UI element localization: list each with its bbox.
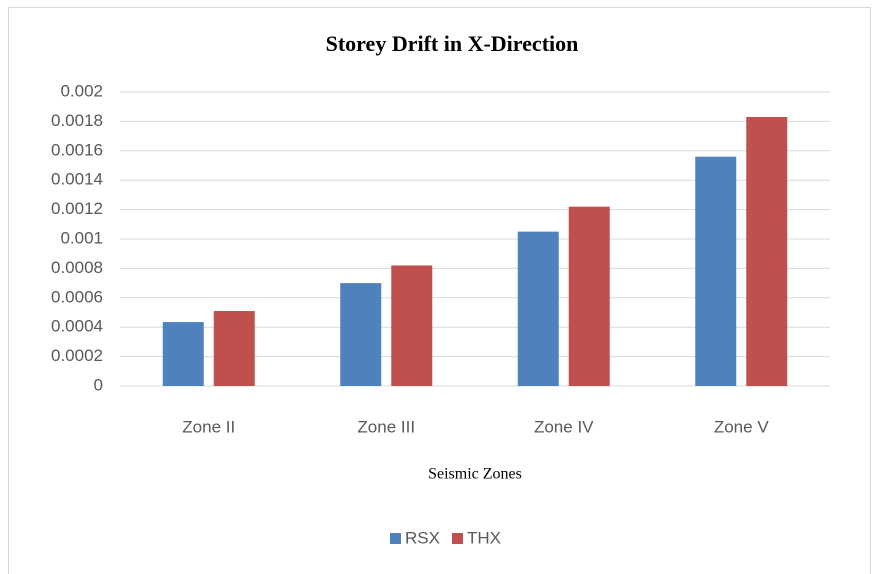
x-tick-label: Zone IV <box>534 417 594 436</box>
bar <box>340 283 382 386</box>
x-axis-label: Seismic Zones <box>428 466 522 483</box>
y-tick-label: 0.0014 <box>51 170 103 189</box>
bar <box>746 116 788 387</box>
y-tick-label: 0.002 <box>60 81 103 100</box>
legend-swatch <box>451 533 463 544</box>
y-tick-label: 0.0004 <box>51 317 103 336</box>
y-tick-label: 0.0006 <box>51 287 103 306</box>
y-tick-label: 0.0008 <box>51 258 103 277</box>
bar <box>695 156 737 386</box>
bar <box>568 206 610 386</box>
legend-label: THX <box>467 528 501 547</box>
bar <box>213 311 255 386</box>
x-tick-label: Zone III <box>357 417 415 436</box>
y-tick-label: 0.0016 <box>51 140 103 159</box>
y-tick-label: 0.001 <box>60 228 103 247</box>
bar <box>162 322 204 386</box>
y-tick-label: 0 <box>94 375 103 394</box>
bar <box>391 265 433 386</box>
legend-label: RSX <box>405 528 440 547</box>
y-tick-label: 0.0012 <box>51 199 103 218</box>
x-tick-label: Zone II <box>182 417 235 436</box>
y-tick-label: 0.0018 <box>51 111 103 130</box>
legend-swatch <box>390 533 401 544</box>
y-tick-label: 0.0002 <box>51 346 103 365</box>
chart-title: Storey Drift in X-Direction <box>326 31 579 56</box>
x-tick-label: Zone V <box>714 417 769 436</box>
bar <box>517 231 559 386</box>
